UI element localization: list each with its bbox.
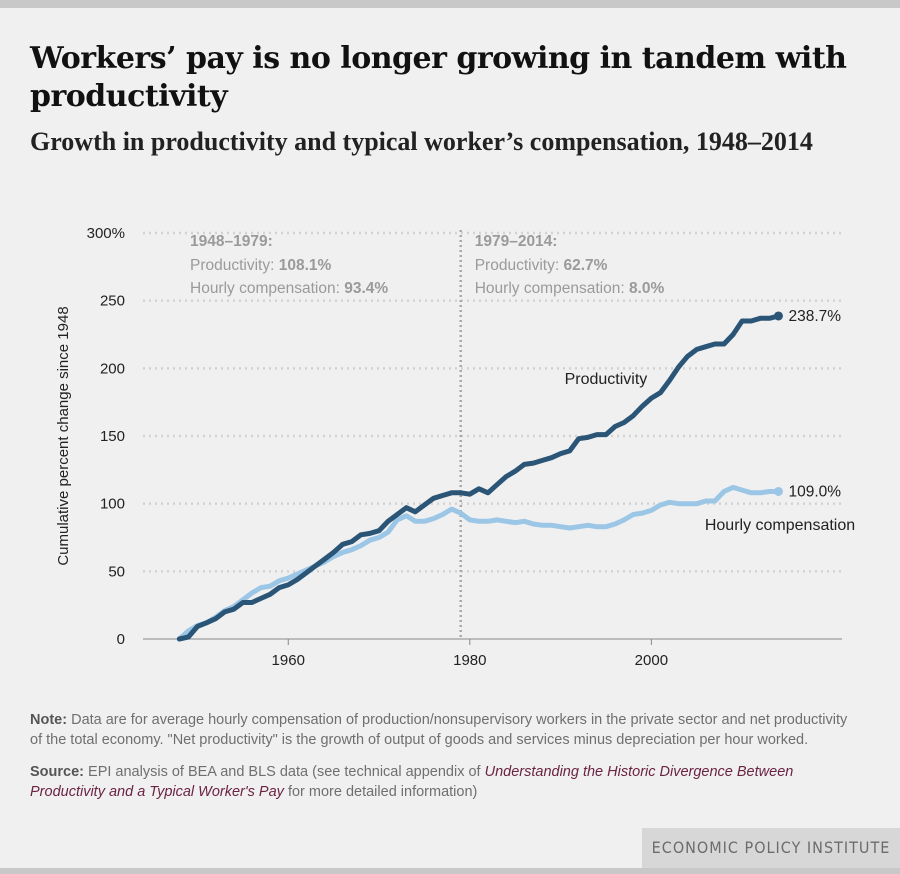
source-label: Source:	[30, 764, 84, 780]
period-productivity: Productivity: 62.7%	[475, 257, 608, 274]
series-labels: 109.0% 238.7% Productivity Hourly compensat…	[565, 308, 856, 534]
compensation-series-label: Hourly compensation	[705, 517, 855, 534]
y-tick-label: 200	[100, 360, 125, 377]
y-axis-label: Cumulative percent change since 1948	[55, 306, 72, 565]
y-tick-label: 150	[100, 428, 125, 445]
source-tail: for more detailed information)	[283, 784, 478, 800]
source-paragraph: Source: EPI analysis of BEA and BLS data…	[30, 762, 860, 802]
chart-subtitle: Growth in productivity and typical worke…	[30, 127, 813, 156]
compensation-endpoint	[773, 486, 783, 496]
period-productivity-value: 108.1%	[279, 257, 332, 274]
x-tick-label: 1980	[453, 652, 486, 669]
note-label: Note:	[30, 712, 68, 728]
top-border	[0, 0, 900, 8]
y-tick-label: 300%	[87, 225, 125, 242]
brand-logo: ECONOMIC POLICY INSTITUTE	[642, 828, 900, 868]
period-productivity-label: Productivity:	[190, 257, 279, 274]
y-tick-label: 50	[108, 563, 125, 580]
gridlines	[143, 231, 842, 640]
period-compensation-value: 93.4%	[344, 280, 388, 297]
source-link[interactable]: Understanding the Historic Divergence Be…	[30, 764, 794, 800]
line-chart: 0 50 100 150 200 250 300% 1960 1980 2000 1948–19…	[55, 225, 856, 669]
period-compensation-label: Hourly compensation:	[475, 280, 629, 297]
period-compensation: Hourly compensation: 93.4%	[190, 280, 388, 297]
chart-title: Workers’ pay is no longer growing in tan…	[30, 41, 847, 114]
y-axis-ticks: 0 50 100 150 200 250 300%	[87, 225, 125, 648]
period-productivity: Productivity: 108.1%	[190, 257, 332, 274]
period-compensation-value: 8.0%	[629, 280, 665, 297]
compensation-end-label: 109.0%	[788, 483, 841, 500]
period-compensation: Hourly compensation: 8.0%	[475, 280, 665, 297]
x-tick-label: 2000	[635, 652, 668, 669]
period-annotations: 1948–1979: Productivity: 108.1% Hourly com…	[190, 233, 664, 297]
x-axis-ticks: 1960 1980 2000	[272, 639, 668, 669]
series-lines	[176, 311, 783, 642]
source-text: EPI analysis of BEA and BLS data (see te…	[84, 764, 485, 780]
x-tick-label: 1960	[272, 652, 305, 669]
compensation-line	[176, 484, 781, 642]
productivity-endpoint	[773, 311, 783, 321]
productivity-line	[176, 313, 781, 642]
y-tick-label: 0	[117, 631, 125, 648]
notes-section: Note: Data are for average hourly compen…	[30, 710, 860, 814]
y-tick-label: 100	[100, 496, 125, 513]
y-tick-label: 250	[100, 293, 125, 310]
period-productivity-label: Productivity:	[475, 257, 564, 274]
note-text: Data are for average hourly compensation…	[30, 712, 848, 748]
period-compensation-label: Hourly compensation:	[190, 280, 344, 297]
productivity-series-label: Productivity	[565, 371, 648, 388]
period-heading: 1948–1979:	[190, 233, 273, 250]
period-productivity-value: 62.7%	[563, 257, 607, 274]
note-paragraph: Note: Data are for average hourly compen…	[30, 710, 860, 750]
period-heading: 1979–2014:	[475, 233, 558, 250]
bottom-border	[0, 868, 900, 874]
productivity-end-label: 238.7%	[788, 308, 841, 325]
